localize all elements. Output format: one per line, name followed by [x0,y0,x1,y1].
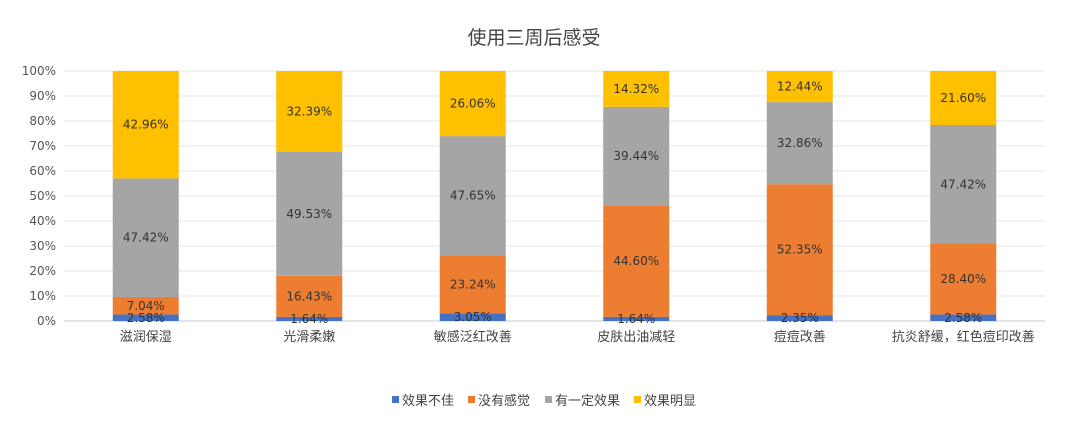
data-label: 12.44% [777,80,823,94]
bar-segment [276,71,343,152]
x-axis-categories: 滋润保湿 光滑柔嫩 敏感泛红改善 皮肤出油减轻 痘痘改善 抗炎舒缓，红色痘印改善 [120,329,1035,345]
legend-swatch [634,396,641,403]
data-label: 42.96% [123,118,169,132]
data-label: 2.58% [944,311,982,325]
legend-label: 没有感觉 [478,393,530,409]
data-label: 49.53% [286,207,332,221]
bar-segment [930,71,997,125]
bar-segment [603,205,670,317]
chart-title: 使用三周后感受 [467,27,600,49]
data-label: 16.43% [286,289,332,303]
bar-segment [930,125,997,244]
bar-segment [930,243,997,315]
category-label: 光滑柔嫩 [283,330,335,345]
y-tick-label: 60% [29,164,56,178]
bar-segment [439,255,506,314]
y-tick-label: 10% [29,289,56,303]
bar-segment [439,313,506,321]
legend-swatch [392,396,399,403]
category-label: 皮肤出油减轻 [597,330,675,345]
legend-label: 有一定效果 [555,394,620,409]
data-label: 14.32% [613,82,659,96]
data-label: 26.06% [450,97,496,111]
data-label: 23.24% [450,277,496,291]
bar-segment [603,106,670,206]
bar-segment [930,314,997,321]
bar-segment [766,184,833,316]
legend-label: 效果明显 [644,394,696,409]
bar-segment [276,275,343,317]
legend-swatch [545,396,552,403]
y-tick-label: 0% [37,314,56,328]
bar-segment [766,102,833,185]
legend: 效果不佳 没有感觉 有一定效果 效果明显 [392,393,696,409]
data-label: 3.05% [454,310,492,324]
data-label: 39.44% [613,149,659,163]
bars [112,71,997,321]
y-tick-label: 80% [29,114,56,128]
data-label: 2.58% [127,311,165,325]
data-label: 52.35% [777,243,823,257]
category-label: 抗炎舒缓，红色痘印改善 [892,329,1035,345]
data-label: 44.60% [613,254,659,268]
y-tick-label: 100% [22,64,56,78]
data-label: 1.64% [617,312,655,326]
gridlines [64,70,1045,322]
legend-swatch [468,396,475,403]
category-label: 滋润保湿 [120,330,172,345]
legend-label: 效果不佳 [402,394,454,409]
data-label: 28.40% [940,272,986,286]
bar-segment [603,71,670,107]
bar-segment [276,316,343,321]
y-tick-label: 70% [29,139,56,153]
data-label: 2.35% [781,311,819,325]
data-label: 32.86% [777,136,823,150]
bar-segment [112,296,179,315]
category-label: 痘痘改善 [774,329,826,345]
data-label: 32.39% [286,105,332,119]
y-tick-label: 50% [29,189,56,203]
bar-segment [603,316,670,321]
category-label: 敏感泛红改善 [434,329,512,345]
y-tick-label: 40% [29,214,56,228]
y-tick-label: 20% [29,264,56,278]
data-label: 21.60% [940,91,986,105]
y-tick-label: 90% [29,89,56,103]
data-label: 1.64% [290,312,328,326]
bar-segment [112,314,179,321]
bar-segment [439,71,506,137]
data-label: 47.42% [123,231,169,245]
data-label: 47.65% [450,189,496,203]
y-tick-label: 30% [29,239,56,253]
data-label: 7.04% [127,299,165,313]
bar-segment [276,152,343,276]
bar-segment [112,178,179,297]
y-axis-ticks: 0% 10% 20% 30% 40% 50% 60% 70% 80% 90% 100% [22,64,56,328]
bar-segment [112,71,179,179]
bar-segment [439,136,506,256]
bar-segment [766,315,833,321]
bar-segment [766,71,833,103]
data-labels: 2.58%7.04%47.42%42.96%1.64%16.43%49.53%3… [123,80,986,326]
data-label: 47.42% [940,177,986,191]
